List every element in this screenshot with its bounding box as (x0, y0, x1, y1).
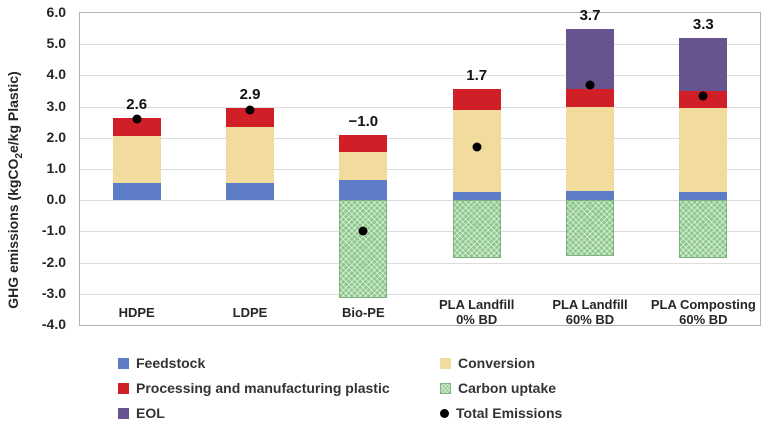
bar-segment-eol-pla-landfill-60-bd (566, 28, 614, 90)
category-label-pla-landfill-60-bd: PLA Landfill 60% BD (533, 293, 646, 331)
category-label-line: LDPE (232, 304, 268, 320)
y-axis-title-subscript: 2 (13, 152, 25, 159)
category-label-line: HDPE (118, 304, 155, 320)
legend-item-processing-and-manufacturing-plastic: Processing and manufacturing plastic (118, 380, 390, 396)
category-label-pla-composting-60-bd: PLA Composting 60% BD (647, 293, 760, 331)
y-tick-label: 2.0 (46, 128, 66, 145)
total-emissions-dot-hdpe (132, 114, 142, 124)
bar-segment-conversion-pla-landfill-60-bd (566, 106, 614, 191)
bar-segment-carbon-uptake-pla-landfill-60-bd (566, 200, 614, 257)
legend-item-conversion: Conversion (440, 355, 535, 371)
total-value-label-pla-landfill-0-bd: 1.7 (466, 67, 488, 85)
plot-area: 2.6 HDPE 2.9 LDPE −1.0 Bio-PE 1.7 PLA Landfill 0… (79, 7, 761, 327)
category-label-bio-pe: Bio-PE (307, 293, 420, 331)
total-emissions-dot-pla-landfill-0-bd (472, 142, 482, 152)
legend-item-label: Carbon uptake (458, 380, 557, 396)
total-emissions-dot-bio-pe (358, 226, 368, 236)
bar-segment-feedstock-pla-landfill-0-bd (452, 192, 501, 201)
bar-segment-feedstock-ldpe (226, 183, 274, 201)
gridline (80, 169, 760, 170)
category-label-line: PLA Landfill (552, 297, 628, 312)
bar-segment-carbon-uptake-pla-landfill-0-bd (452, 200, 501, 258)
bar-segment-conversion-hdpe (112, 136, 161, 184)
y-tick-label: -4.0 (41, 316, 66, 332)
bar-segment-processing-and-manufacturing-plastic-ldpe (226, 108, 274, 127)
gridline (80, 44, 760, 46)
bar-segment-processing-and-manufacturing-plastic-pla-landfill-60-bd (566, 89, 614, 107)
legend-item-label: Feedstock (136, 355, 206, 371)
total-value-label-pla-composting-60-bd: 3.3 (692, 15, 714, 33)
y-tick-label: 6.0 (46, 4, 66, 20)
category-label-line: PLA Composting (650, 297, 756, 312)
gridline (80, 231, 760, 233)
y-tick-label: -3.0 (41, 284, 66, 301)
legend-item-label: Processing and manufacturing plastic (136, 380, 390, 396)
bar-segment-carbon-uptake-pla-composting-60-bd (679, 200, 728, 258)
bar-segment-conversion-bio-pe (339, 151, 388, 180)
category-label-line: 0% BD (456, 312, 498, 327)
legend-swatch-icon (118, 382, 129, 394)
gridline (80, 137, 760, 139)
y-tick-label: 3.0 (46, 97, 66, 114)
category-label-line: 60% BD (565, 312, 615, 327)
bar-segment-processing-and-manufacturing-plastic-hdpe (112, 117, 161, 137)
category-label-line: Bio-PE (342, 304, 385, 320)
y-tick-label: 0.0 (46, 191, 66, 208)
bar-segment-feedstock-bio-pe (339, 179, 388, 201)
legend-swatch-icon (118, 407, 129, 419)
bar-segment-feedstock-pla-landfill-60-bd (566, 190, 614, 201)
legend-item-eol: EOL (118, 405, 165, 421)
legend-swatch-icon (118, 357, 129, 369)
y-tick-label: 1.0 (46, 160, 66, 176)
legend-item-label: EOL (136, 405, 165, 421)
legend-swatch-icon (440, 382, 451, 394)
bar-segment-conversion-pla-composting-60-bd (679, 108, 728, 193)
total-value-label-bio-pe: −1.0 (348, 112, 379, 130)
y-tick-label: 5.0 (46, 35, 66, 52)
total-emissions-dot-pla-landfill-60-bd (585, 80, 595, 90)
bar-segment-carbon-uptake-bio-pe (339, 200, 388, 299)
gridline (80, 293, 760, 295)
gridline (80, 200, 760, 202)
bar-segment-eol-pla-composting-60-bd (679, 37, 728, 91)
y-tick-label: -2.0 (41, 253, 66, 270)
total-emissions-dot-ldpe (245, 105, 255, 115)
gridline (80, 75, 760, 77)
total-emissions-dot-pla-composting-60-bd (698, 91, 708, 101)
legend-swatch-icon (440, 357, 451, 369)
category-label-hdpe: HDPE (80, 293, 193, 331)
legend-item-feedstock: Feedstock (118, 355, 205, 371)
y-tick-label: 4.0 (46, 66, 66, 83)
legend-item-label: Conversion (458, 355, 536, 371)
total-value-label-pla-landfill-60-bd: 3.7 (579, 6, 601, 24)
bar-segment-processing-and-manufacturing-plastic-bio-pe (339, 134, 388, 152)
gridline (80, 106, 760, 108)
category-label-line: 60% BD (679, 312, 728, 327)
category-label-line: PLA Landfill (438, 297, 515, 312)
legend-item-label: Total Emissions (456, 405, 563, 421)
legend-dot-marker-icon (440, 408, 449, 418)
category-label-ldpe: LDPE (193, 293, 306, 331)
y-tick-label: -1.0 (41, 222, 66, 239)
total-value-label-ldpe: 2.9 (239, 86, 261, 104)
bar-segment-processing-and-manufacturing-plastic-pla-landfill-0-bd (452, 89, 501, 110)
bar-segment-feedstock-pla-composting-60-bd (679, 192, 728, 201)
gridline (80, 262, 760, 264)
category-label-pla-landfill-0-bd: PLA Landfill 0% BD (420, 293, 533, 331)
legend-item-carbon-uptake: Carbon uptake (440, 380, 556, 396)
total-value-label-hdpe: 2.6 (126, 95, 148, 113)
bar-segment-conversion-ldpe (226, 126, 274, 184)
legend-item-total-emissions: Total Emissions (440, 405, 562, 421)
bar-segment-feedstock-hdpe (112, 183, 161, 201)
